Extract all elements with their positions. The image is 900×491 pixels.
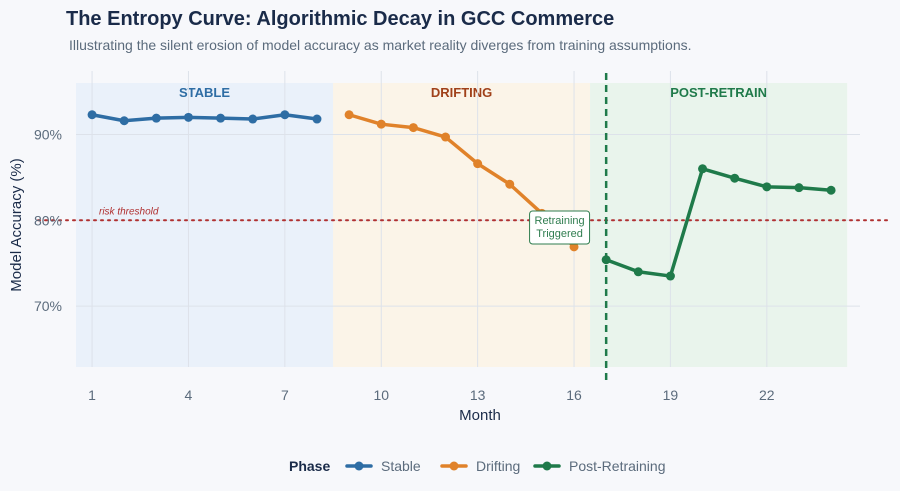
legend-label-stable: Stable [381,458,421,474]
risk-threshold: risk threshold [37,206,891,222]
x-tick-label-19: 19 [663,387,679,403]
point-post-retraining-22 [762,182,772,192]
y-axis-title: Model Accuracy (%) [8,158,25,291]
y-tick-label-80: 80% [34,212,62,228]
point-drifting-16 [569,242,579,252]
point-stable-4 [183,112,193,122]
point-stable-6 [248,114,258,124]
chart-title: The Entropy Curve: Algorithmic Decay in … [66,8,614,30]
point-stable-2 [119,116,129,126]
annotation-box [529,210,591,245]
annotation-text-line-2: Triggered [536,228,583,240]
y-tick-label-90: 90% [34,126,62,142]
axes: 1 4 7 10 13 16 19 22 70% 80% 90% [34,126,775,403]
x-tick-label-10: 10 [373,387,389,403]
point-drifting-10 [376,119,386,129]
chart-subtitle: Illustrating the silent erosion of model… [69,37,692,53]
x-tick-label-4: 4 [185,387,193,403]
x-axis-title: Month [459,407,501,424]
point-post-retraining-20 [698,164,708,174]
band-label-post-retrain: POST-RETRAIN [670,85,767,100]
legend-swatch-point-post-retraining [542,461,552,471]
point-stable-3 [151,113,161,123]
band-label-drifting: DRIFTING [431,85,492,100]
x-tick-label-1: 1 [88,387,96,403]
series-group [87,110,836,281]
legend-swatch-point-stable [354,461,364,471]
point-drifting-9 [344,110,354,120]
annotation-text-line-1: Retraining [535,215,585,227]
band-stable [76,83,334,367]
series-line-stable [90,112,319,123]
series-line-drifting [347,112,576,249]
point-post-retraining-19 [665,271,675,281]
series-line-post-retraining [604,167,833,278]
point-post-retraining-18 [633,267,643,277]
point-post-retraining-17 [601,255,611,265]
x-tick-label-22: 22 [759,387,775,403]
point-post-retraining-23 [794,183,804,193]
threshold-label: risk threshold [99,206,159,217]
point-drifting-12 [441,132,451,142]
legend: Phase Stable Drifting Post-Retraining [289,458,666,474]
x-tick-label-7: 7 [281,387,289,403]
point-drifting-13 [473,159,483,169]
legend-label-drifting: Drifting [476,458,520,474]
point-stable-5 [216,113,226,123]
phase-bands: STABLE DRIFTING POST-RETRAIN [76,83,848,367]
point-drifting-11 [408,123,418,133]
point-post-retraining-21 [730,173,740,183]
legend-label-post-retraining: Post-Retraining [569,458,666,474]
y-tick-label-70: 70% [34,298,62,314]
point-post-retraining-24 [826,185,836,195]
band-post-retrain [590,83,848,367]
legend-title: Phase [289,458,330,474]
point-stable-8 [312,114,322,124]
point-stable-1 [87,110,97,120]
band-label-stable: STABLE [179,85,230,100]
x-tick-label-16: 16 [566,387,582,403]
x-tick-label-13: 13 [470,387,486,403]
point-drifting-14 [505,179,515,189]
legend-swatch-point-drifting [449,461,459,471]
point-stable-7 [280,110,290,120]
